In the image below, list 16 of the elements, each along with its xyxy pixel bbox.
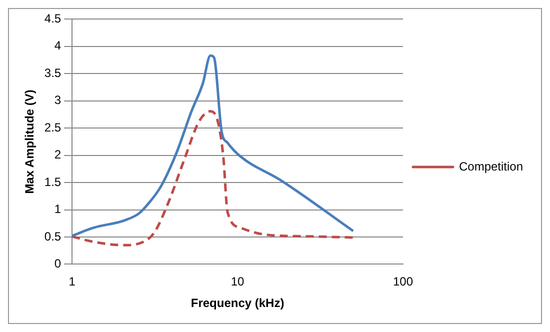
y-tick-label: 4.5	[44, 12, 62, 26]
y-tick-label: 1	[54, 202, 62, 216]
x-tick-label: 1	[68, 274, 76, 289]
y-tick-label: 2	[54, 148, 62, 162]
y-tick-label: 0.5	[44, 229, 62, 244]
y-tick-label: 0	[54, 256, 62, 271]
y-tick-label: 4	[54, 38, 62, 53]
y-tick-label: 3.5	[44, 66, 62, 80]
y-tick-label: 3	[54, 93, 62, 108]
legend-label: Competition	[459, 159, 524, 174]
x-axis-title: Frequency (kHz)	[190, 296, 284, 310]
x-tick-label: 10	[230, 274, 245, 289]
y-tick-label: 2.5	[44, 120, 62, 134]
y-axis-title: Max Amplitude (V)	[22, 90, 37, 194]
x-tick-label: 100	[392, 274, 414, 289]
y-tick-label: 1.5	[44, 174, 62, 189]
